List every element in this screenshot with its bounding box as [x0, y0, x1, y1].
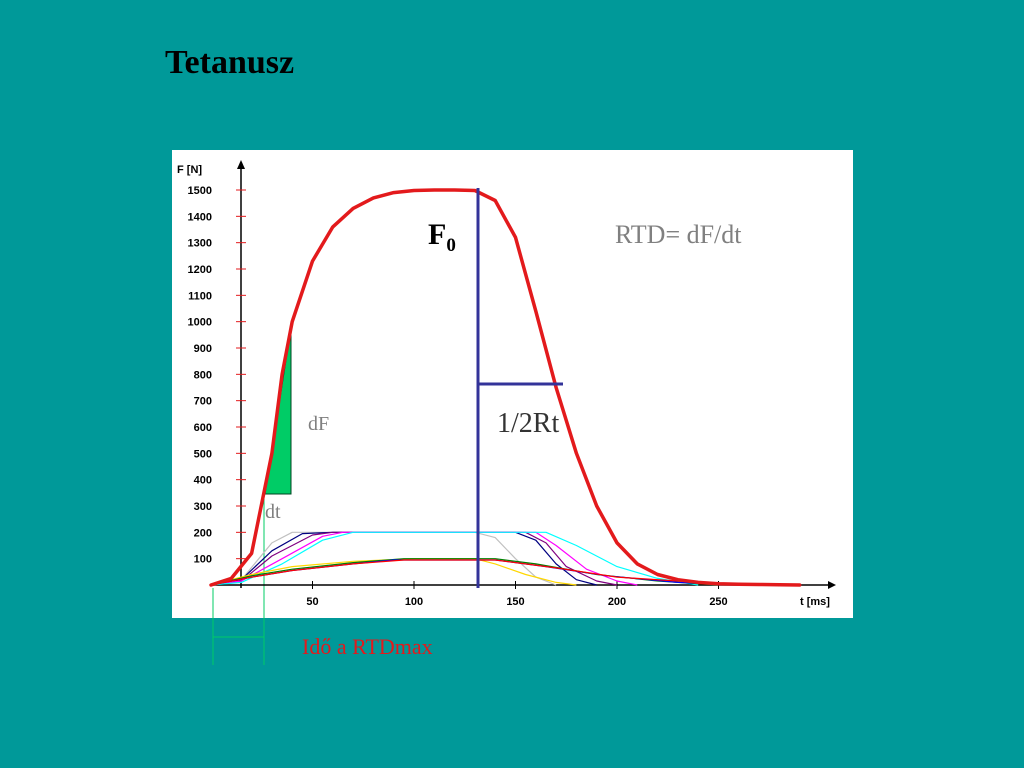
slide-title: Tetanusz: [165, 44, 295, 81]
tetanus-curve: [209, 188, 802, 587]
x-tick-label: 250: [709, 596, 727, 608]
y-tick-label: 900: [194, 343, 212, 355]
y-tick-label: 800: [194, 369, 212, 381]
x-tick-label: 150: [506, 596, 524, 608]
twitch-curve-9: [210, 559, 760, 586]
y-tick-label: 1500: [188, 185, 212, 197]
x-axis-label: t [ms]: [800, 596, 830, 608]
time-to-rtdmax-label: Idő a RTDmax: [302, 634, 433, 659]
y-tick-label: 200: [194, 527, 212, 539]
y-axis-label: F [N]: [177, 164, 202, 176]
twitch-curve-8: [210, 559, 739, 586]
dt-label: dt: [265, 501, 281, 523]
y-tick-label: 1100: [188, 290, 212, 302]
twitch-curve-5: [210, 531, 699, 586]
x-tick-label: 50: [306, 596, 318, 608]
y-tick-label: 700: [194, 396, 212, 408]
x-tick-label: 200: [608, 596, 626, 608]
f0-label: F0: [428, 218, 456, 256]
rtd-formula-label: RTD= dF/dt: [615, 220, 742, 249]
y-tick-label: 100: [194, 554, 212, 566]
y-tick-label: 500: [194, 448, 212, 460]
x-tick-label: 100: [405, 596, 423, 608]
y-axis-arrow: [237, 160, 245, 169]
y-tick-label: 400: [194, 475, 212, 487]
half-rt-label: 1/2Rt: [497, 408, 559, 439]
y-tick-label: 1000: [188, 317, 212, 329]
x-axis-arrow: [828, 581, 836, 589]
df-label: dF: [308, 413, 329, 435]
y-tick-label: 300: [194, 501, 212, 513]
y-tick-label: 1400: [188, 211, 212, 223]
y-tick-label: 600: [194, 422, 212, 434]
y-tick-label: 1200: [188, 264, 212, 276]
y-tick-label: 1300: [188, 238, 212, 250]
